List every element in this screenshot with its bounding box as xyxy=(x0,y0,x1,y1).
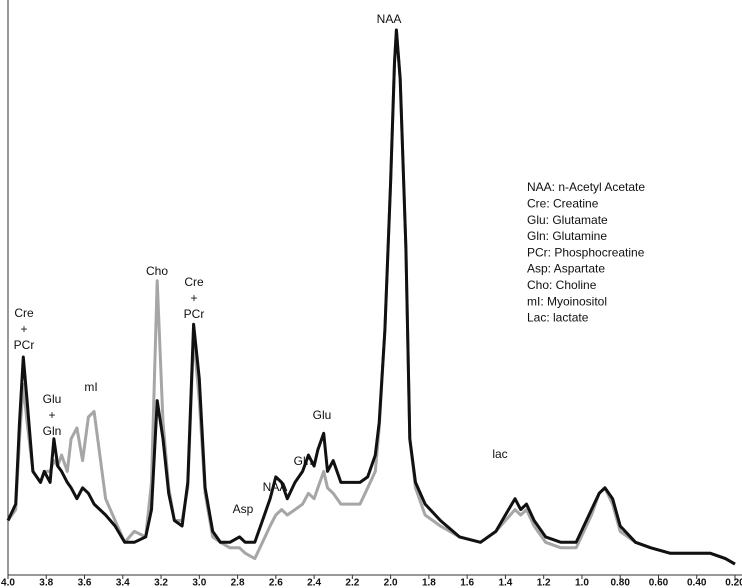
x-tick-label: 2.0 xyxy=(384,578,398,588)
peak-label: PCr xyxy=(14,338,35,352)
peak-label: NAA xyxy=(377,12,402,26)
peak-label: Glu xyxy=(43,392,62,406)
peak-label: mI xyxy=(84,380,97,394)
peak-label: Gln xyxy=(294,454,313,468)
peak-label: + xyxy=(48,408,55,422)
abbreviation-note: PCr: Phosphocreatine xyxy=(527,245,645,259)
x-tick-label: 2.6 xyxy=(269,578,283,588)
x-tick-label: 3.4 xyxy=(116,578,130,588)
x-tick-label: 3.8 xyxy=(39,578,53,588)
x-tick-label: 1.8 xyxy=(422,578,436,588)
x-tick-label: 3.0 xyxy=(192,578,206,588)
peak-label: Gln xyxy=(43,424,62,438)
x-tick-label: 1.0 xyxy=(575,578,589,588)
x-tick-label: 1.2 xyxy=(537,578,551,588)
x-tick-label: 3.6 xyxy=(78,578,92,588)
peak-label: Asp xyxy=(233,502,254,516)
peak-label: NAA xyxy=(263,480,288,494)
peak-label: + xyxy=(20,322,27,336)
x-tick-label: 0.60 xyxy=(649,578,669,588)
abbreviation-note: Cre: Creatine xyxy=(527,196,599,210)
x-tick-label: 1.6 xyxy=(460,578,474,588)
peak-label: Glu xyxy=(313,408,332,422)
peak-label: lac xyxy=(492,447,507,461)
peak-label: Cre xyxy=(14,306,34,320)
x-tick-label: 3.2 xyxy=(154,578,168,588)
x-tick-label: 0.80 xyxy=(610,578,630,588)
peak-label: + xyxy=(190,291,197,305)
peak-label: Cho xyxy=(146,264,168,278)
x-tick-label: 2.8 xyxy=(231,578,245,588)
abbreviation-note: Lac: lactate xyxy=(527,311,589,325)
spectrum-line xyxy=(6,28,736,566)
x-tick-label: 0.40 xyxy=(687,578,707,588)
abbreviation-note: mI: Myoinositol xyxy=(527,294,607,308)
spectrum-line xyxy=(6,28,736,566)
x-tick-label: 4.0 xyxy=(1,578,15,588)
peak-label: Cre xyxy=(184,275,204,289)
abbreviation-note: NAA: n-Acetyl Acetate xyxy=(527,180,645,194)
x-tick-label: 2.2 xyxy=(345,578,359,588)
x-tick-label: 2.4 xyxy=(307,578,321,588)
abbreviation-note: Cho: Choline xyxy=(527,278,597,292)
x-tick-label: 1.4 xyxy=(498,578,512,588)
abbreviation-note: Gln: Glutamine xyxy=(527,229,607,243)
peak-label: PCr xyxy=(184,307,205,321)
x-tick-label: 0.20 xyxy=(725,578,742,588)
abbreviation-note: Glu: Glutamate xyxy=(527,213,608,227)
abbreviation-note: Asp: Aspartate xyxy=(527,262,605,276)
